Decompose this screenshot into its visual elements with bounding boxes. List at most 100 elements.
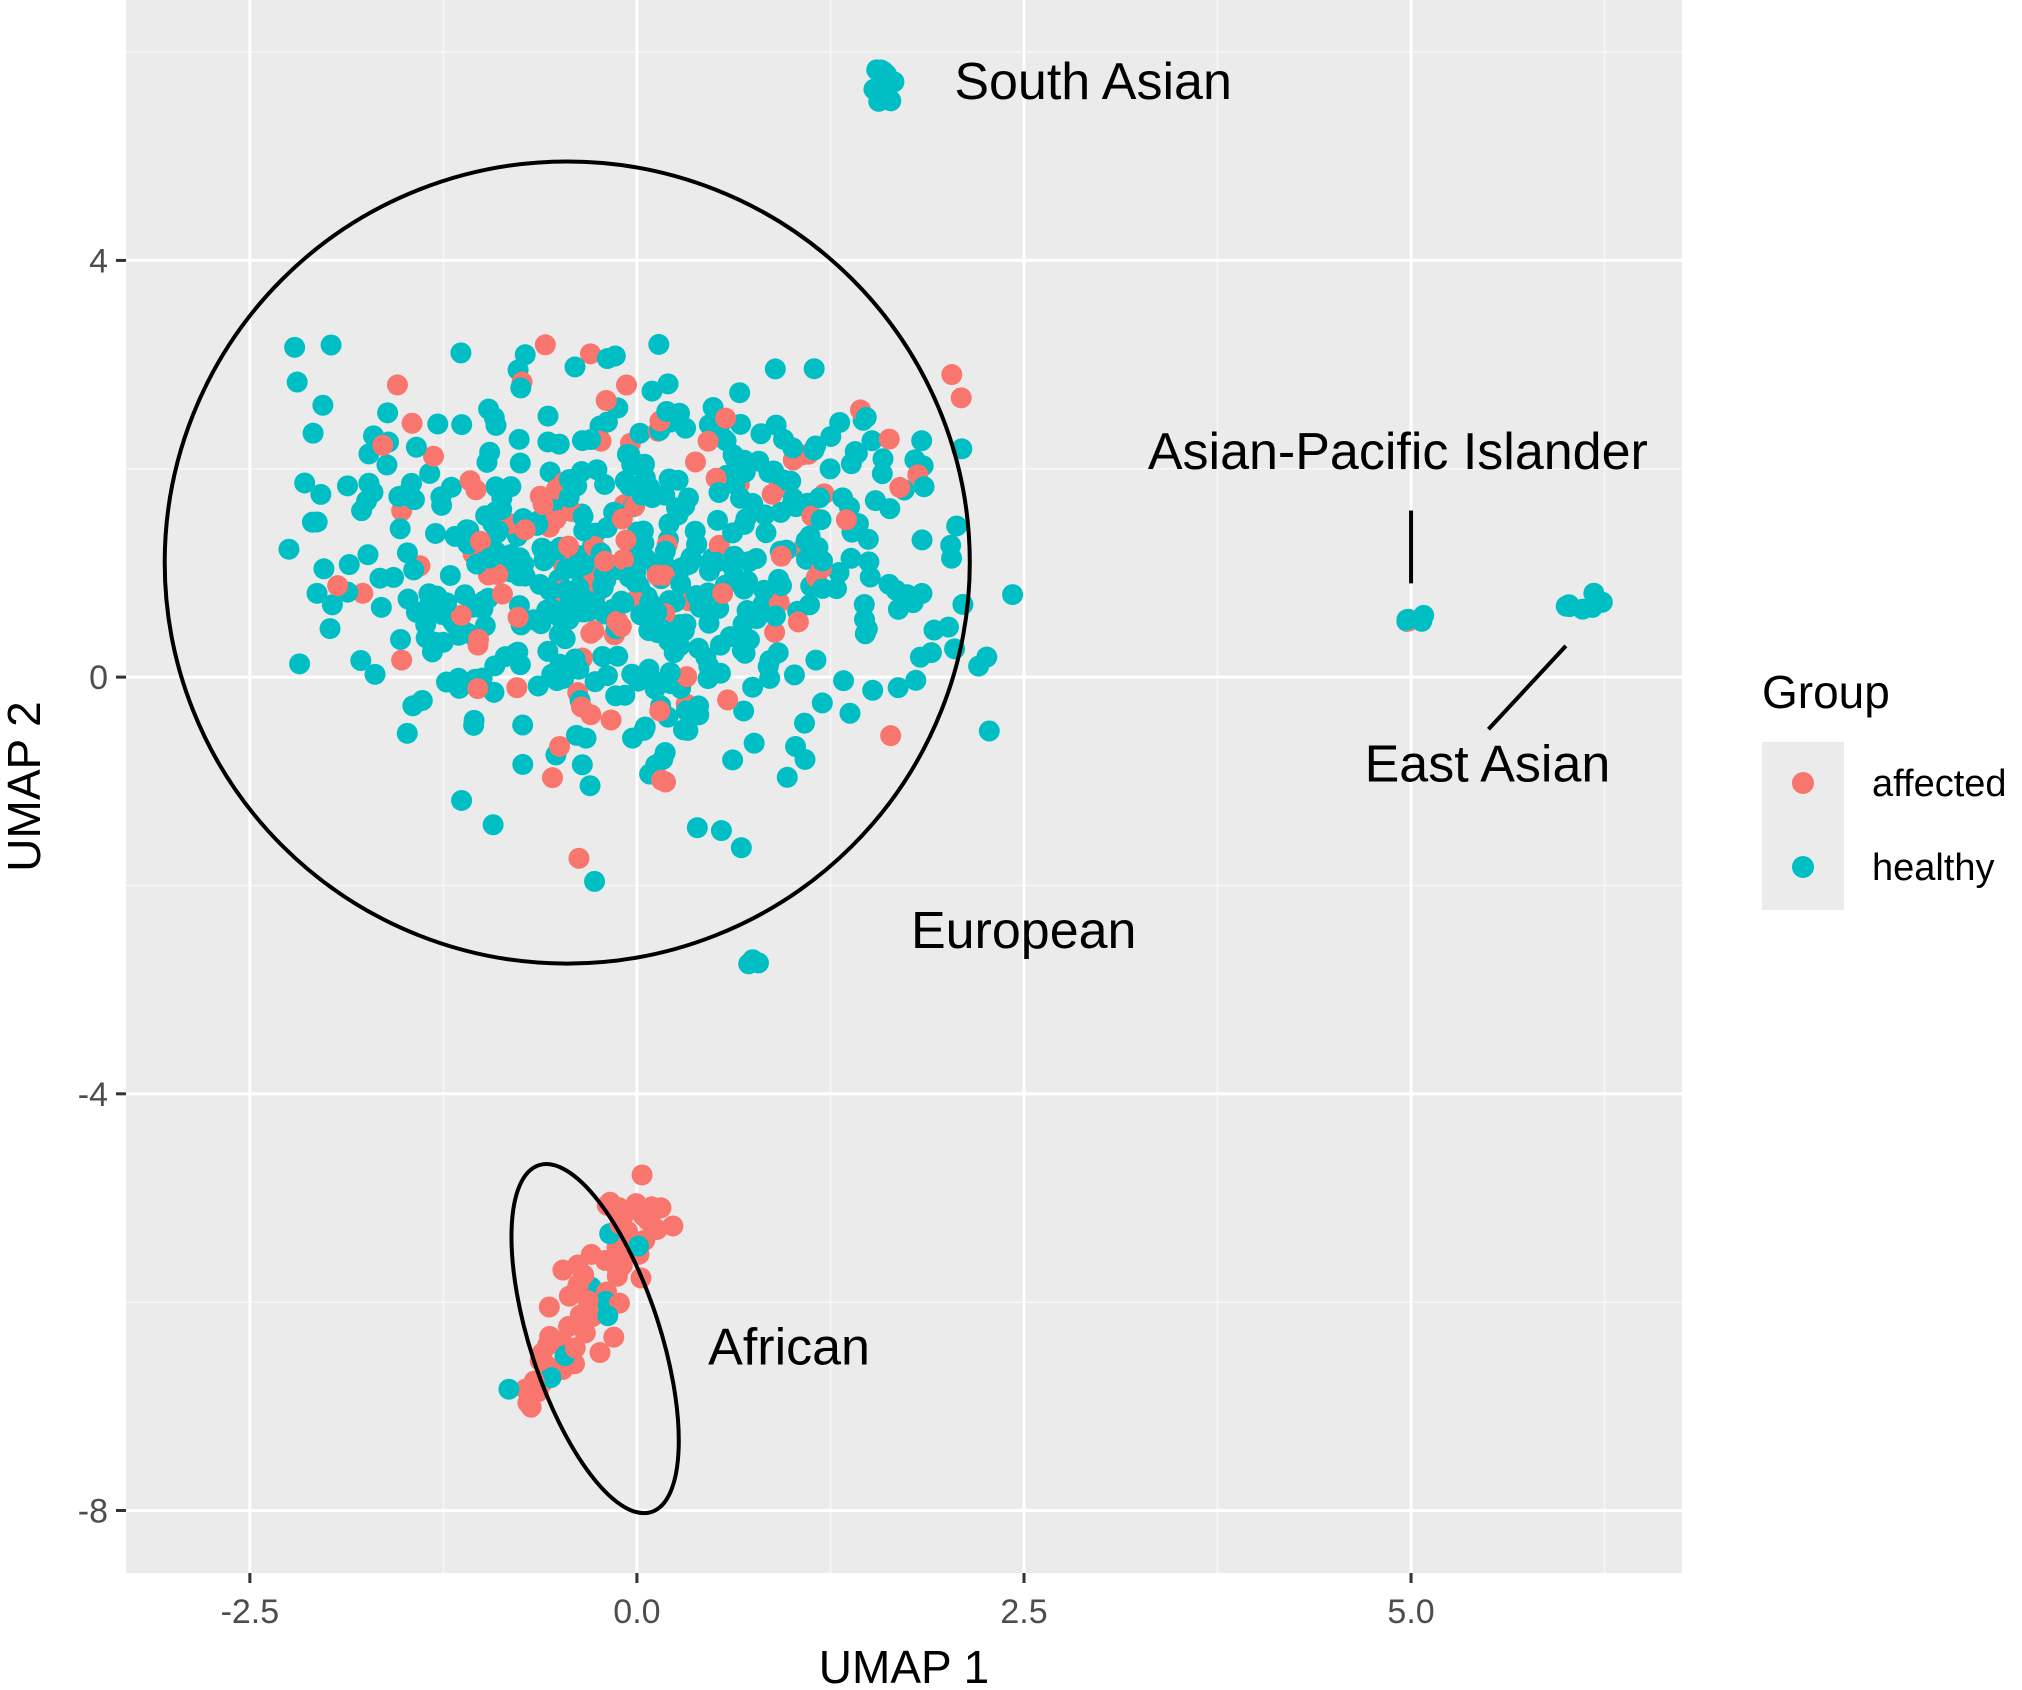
data-point [327, 575, 349, 597]
data-point [541, 663, 563, 685]
data-point [507, 606, 529, 628]
data-point [605, 685, 627, 707]
data-point [584, 870, 606, 892]
data-point [573, 1264, 595, 1286]
data-point [783, 664, 805, 686]
data-point [594, 473, 616, 495]
legend: Group affected healthy [1762, 666, 2007, 910]
data-point [584, 671, 606, 693]
data-point [861, 430, 883, 452]
data-point [584, 592, 606, 614]
data-point [659, 661, 681, 683]
data-point [612, 548, 634, 570]
data-point [765, 605, 787, 627]
data-point [707, 509, 729, 531]
data-point [439, 564, 461, 586]
data-point [538, 1296, 560, 1318]
data-point [551, 609, 573, 631]
data-point [350, 649, 372, 671]
data-point [730, 837, 752, 859]
data-point [857, 528, 879, 550]
data-point [465, 479, 487, 501]
data-point [386, 374, 408, 396]
data-point [537, 405, 559, 427]
data-point [699, 552, 721, 574]
data-point [619, 444, 641, 466]
data-point [745, 547, 767, 569]
legend-title: Group [1762, 666, 1890, 718]
data-point [415, 627, 437, 649]
data-point [684, 451, 706, 473]
annotation-asian-pacific-islander: Asian-Pacific Islander [1148, 423, 1648, 481]
data-point [539, 579, 561, 601]
data-point [306, 511, 328, 533]
data-point [872, 448, 894, 470]
data-point [564, 1337, 586, 1359]
data-point [451, 789, 473, 811]
data-point [878, 573, 900, 595]
data-point [565, 724, 587, 746]
data-point [436, 592, 458, 614]
data-point [724, 473, 746, 495]
data-point [397, 588, 419, 610]
data-point [630, 604, 652, 626]
data-point [310, 483, 332, 505]
data-point [794, 748, 816, 770]
data-point [517, 1392, 539, 1414]
data-point [862, 679, 884, 701]
data-point [600, 709, 622, 731]
data-point [787, 611, 809, 633]
data-point [657, 373, 679, 395]
data-point [568, 847, 590, 869]
data-point [557, 535, 579, 557]
data-point [608, 1198, 630, 1220]
data-point [498, 1378, 520, 1400]
data-point [854, 623, 876, 645]
data-point [312, 394, 334, 416]
y-tick-label: 0 [89, 659, 108, 697]
data-point [770, 545, 792, 567]
data-point [423, 445, 445, 467]
data-point [634, 467, 656, 489]
scatter-points [278, 59, 1613, 1418]
data-point [369, 567, 391, 589]
data-point [463, 714, 485, 736]
y-tick-label: 4 [89, 242, 108, 280]
data-point [448, 667, 470, 689]
data-point [425, 522, 447, 544]
data-point [357, 544, 379, 566]
data-point [651, 769, 673, 791]
legend-key-background [1762, 742, 1844, 910]
data-point [641, 1196, 663, 1218]
data-point [512, 714, 534, 736]
data-point [828, 562, 850, 584]
data-point [611, 508, 633, 530]
data-point [686, 817, 708, 839]
data-point [475, 505, 497, 527]
data-point [673, 719, 695, 741]
data-point [514, 565, 536, 587]
data-point [722, 522, 744, 544]
data-point [589, 1342, 611, 1364]
data-point [747, 952, 769, 974]
data-point [764, 621, 786, 643]
data-point [968, 655, 990, 677]
annotation-south-asian: South Asian [954, 53, 1232, 111]
data-point [603, 1251, 625, 1273]
data-point [615, 374, 637, 396]
data-point [302, 422, 324, 444]
data-point [880, 725, 902, 747]
data-point [686, 534, 708, 556]
data-point [537, 431, 559, 453]
x-axis-title: UMAP 1 [819, 1641, 989, 1690]
data-point [483, 681, 505, 703]
data-point [596, 411, 618, 433]
data-point [734, 642, 756, 664]
data-point [389, 518, 411, 540]
data-point [794, 712, 816, 734]
data-point [537, 640, 559, 662]
data-point [717, 689, 739, 711]
data-point [812, 550, 834, 572]
data-point [782, 437, 804, 459]
data-point [592, 646, 614, 668]
